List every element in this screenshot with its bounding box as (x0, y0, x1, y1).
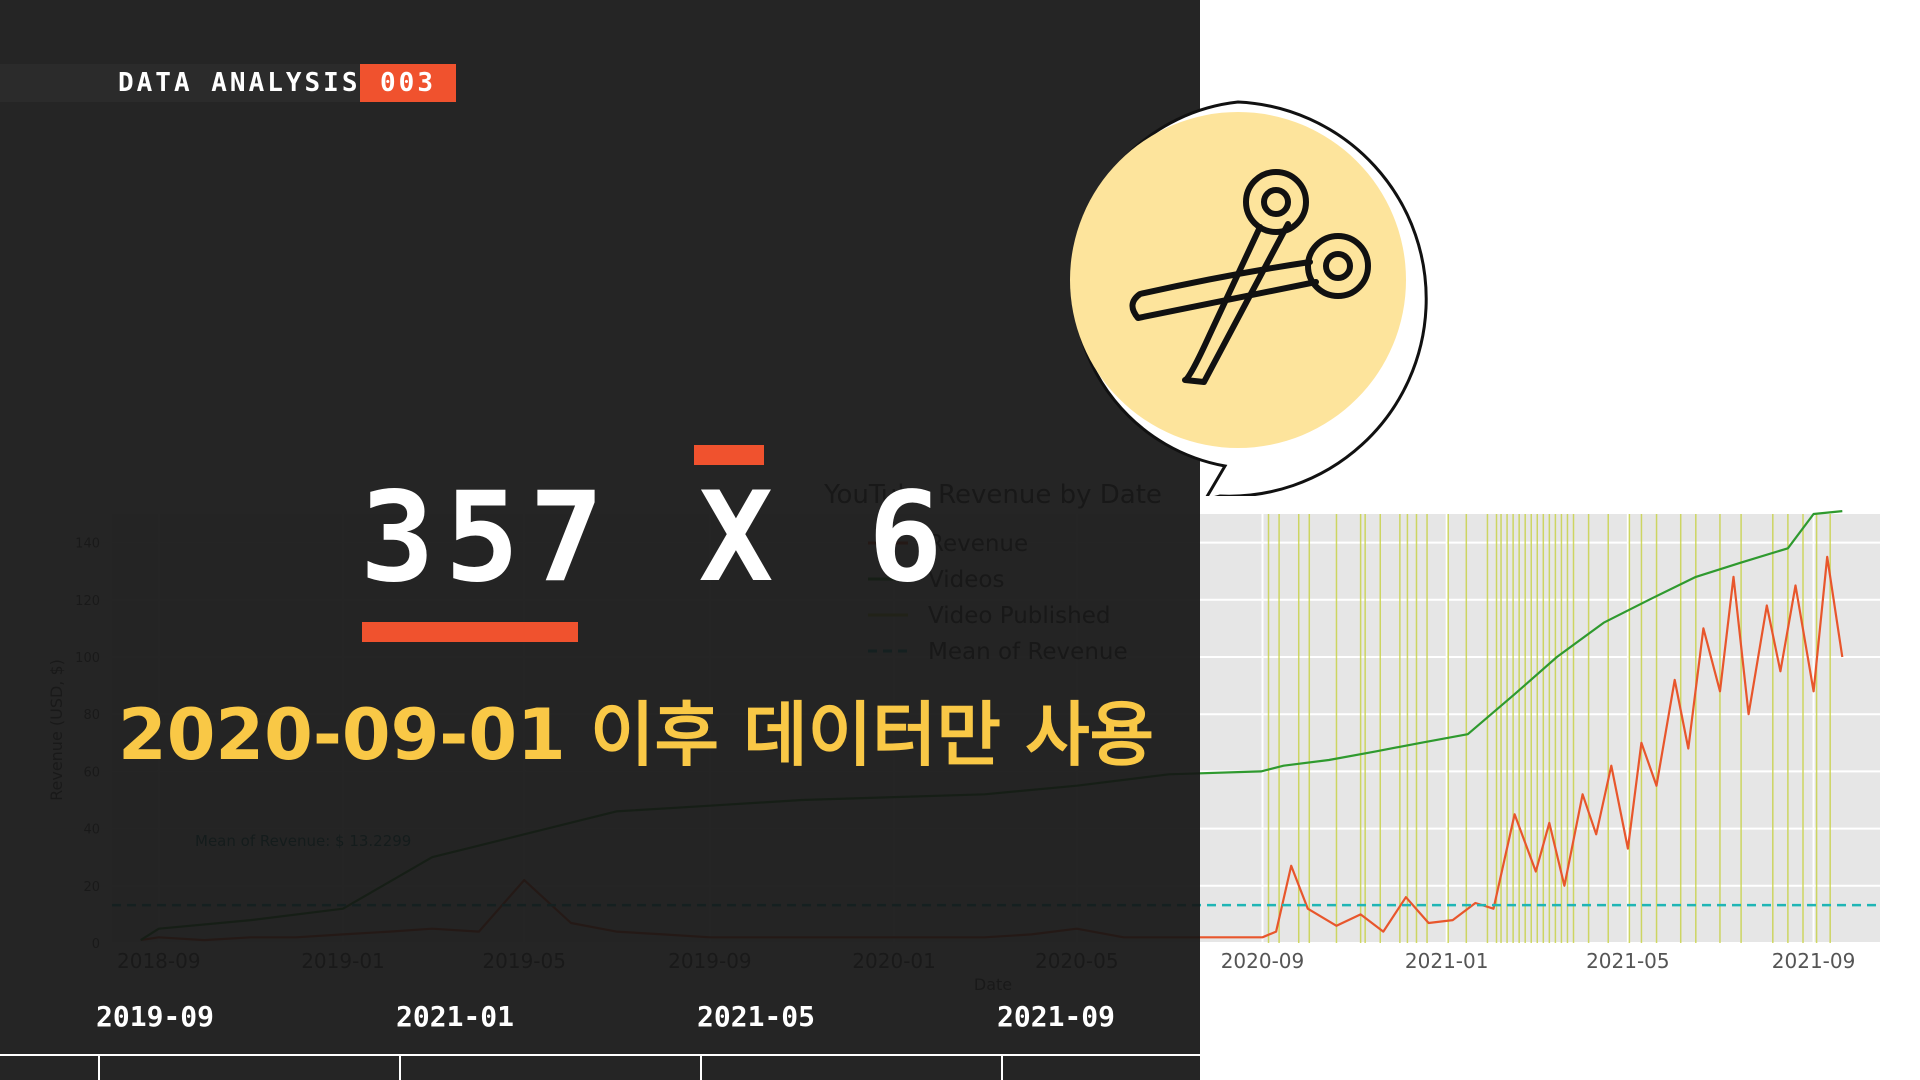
timeline-divider (1001, 1054, 1003, 1080)
dataset-size-stat: 357 X 6 (360, 466, 953, 610)
timeline-tick: 2019-09 (96, 1000, 215, 1033)
scissors-icon (1129, 169, 1371, 385)
timeline-tick: 2021-05 (697, 1000, 816, 1033)
header-number-badge: 003 (360, 64, 456, 102)
timeline-divider (98, 1054, 100, 1080)
subtitle-text: 2020-09-01 이후 데이터만 사용 (118, 694, 1155, 776)
x-axis-tick-label: 2021-09 (1772, 949, 1856, 973)
x-axis-tick-label: 2021-05 (1586, 949, 1670, 973)
timeline-divider (399, 1054, 401, 1080)
timeline-divider (700, 1054, 702, 1080)
header-label: DATA ANALYSIS (118, 68, 361, 98)
accent-bar-underline (362, 622, 578, 642)
x-axis-tick-label: 2021-01 (1405, 949, 1489, 973)
header-bar (0, 64, 360, 102)
timeline-tick: 2021-01 (396, 1000, 515, 1033)
dark-overlay-panel (0, 0, 1200, 1080)
x-axis-tick-label: 2020-09 (1221, 949, 1305, 973)
accent-bar-top (694, 445, 764, 465)
timeline-axis-line (0, 1054, 1200, 1056)
timeline-tick: 2021-09 (997, 1000, 1116, 1033)
speech-bubble (1070, 100, 1428, 496)
